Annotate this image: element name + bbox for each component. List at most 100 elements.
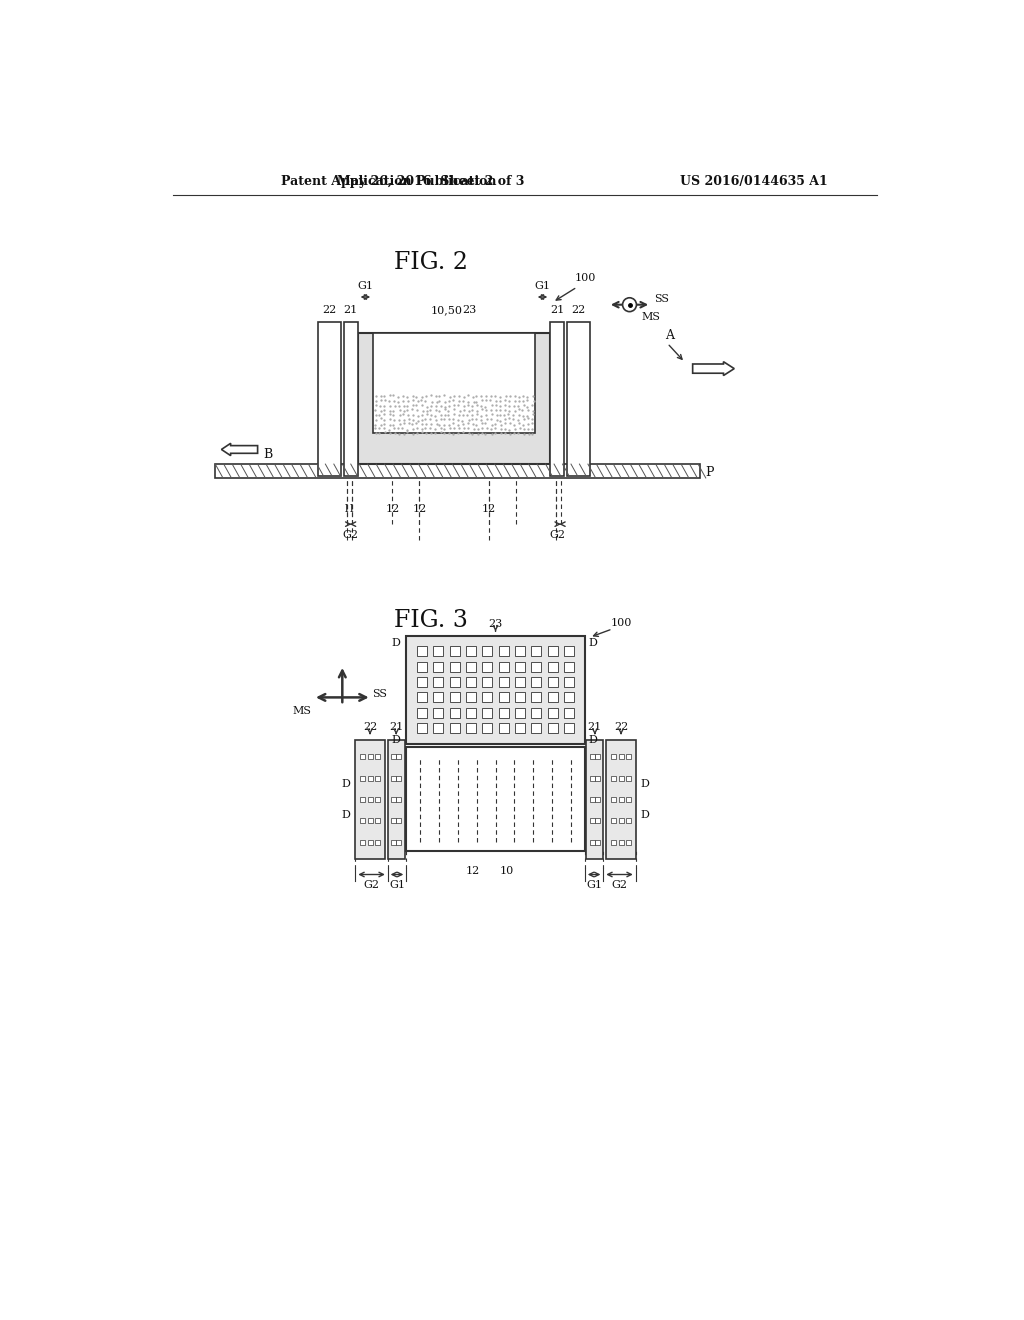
Text: G2: G2 bbox=[364, 879, 380, 890]
Text: B: B bbox=[263, 449, 272, 462]
Bar bbox=[373, 333, 535, 433]
Text: 22: 22 bbox=[323, 305, 336, 315]
Text: G1: G1 bbox=[535, 281, 551, 292]
Bar bbox=[391, 818, 396, 824]
Bar bbox=[548, 661, 558, 672]
Bar bbox=[618, 840, 624, 845]
Bar bbox=[482, 708, 493, 718]
Bar bbox=[564, 661, 574, 672]
Bar bbox=[368, 797, 373, 803]
Bar bbox=[548, 708, 558, 718]
Text: 21: 21 bbox=[389, 722, 403, 733]
Bar bbox=[515, 708, 525, 718]
Text: D: D bbox=[640, 810, 649, 820]
Bar bbox=[375, 818, 380, 824]
Bar bbox=[564, 723, 574, 733]
Bar bbox=[590, 754, 595, 759]
Text: G2: G2 bbox=[611, 879, 628, 890]
Bar bbox=[355, 739, 385, 859]
Bar bbox=[344, 322, 357, 475]
Bar bbox=[595, 797, 600, 803]
Text: D: D bbox=[640, 779, 649, 789]
Text: 21: 21 bbox=[550, 305, 564, 315]
Bar bbox=[611, 754, 616, 759]
Bar bbox=[466, 677, 476, 686]
Bar bbox=[499, 693, 509, 702]
Bar bbox=[618, 797, 624, 803]
Bar bbox=[531, 693, 542, 702]
Bar bbox=[433, 677, 443, 686]
Bar bbox=[548, 723, 558, 733]
Bar bbox=[611, 840, 616, 845]
Bar bbox=[499, 661, 509, 672]
Bar bbox=[396, 840, 401, 845]
Bar bbox=[595, 776, 600, 780]
Bar bbox=[531, 647, 542, 656]
Bar bbox=[396, 797, 401, 803]
Bar bbox=[611, 818, 616, 824]
Bar bbox=[391, 776, 396, 780]
Bar bbox=[606, 739, 636, 859]
Bar bbox=[515, 661, 525, 672]
Bar bbox=[626, 840, 631, 845]
Bar bbox=[450, 693, 460, 702]
Bar bbox=[618, 776, 624, 780]
Bar bbox=[564, 647, 574, 656]
Bar bbox=[590, 818, 595, 824]
Bar bbox=[587, 739, 603, 859]
FancyArrow shape bbox=[692, 362, 734, 376]
Circle shape bbox=[623, 298, 637, 312]
Text: D: D bbox=[588, 735, 597, 744]
Text: 12: 12 bbox=[413, 504, 426, 513]
Text: 22: 22 bbox=[614, 722, 628, 733]
Bar bbox=[595, 840, 600, 845]
Bar bbox=[466, 708, 476, 718]
Text: 21: 21 bbox=[344, 305, 358, 315]
Bar bbox=[466, 647, 476, 656]
Bar bbox=[391, 840, 396, 845]
Text: D: D bbox=[342, 810, 350, 820]
Bar bbox=[515, 677, 525, 686]
Text: Patent Application Publication: Patent Application Publication bbox=[281, 176, 497, 187]
Bar bbox=[515, 693, 525, 702]
Bar bbox=[450, 661, 460, 672]
Bar bbox=[360, 797, 366, 803]
Text: 12: 12 bbox=[465, 866, 479, 875]
Bar bbox=[433, 647, 443, 656]
Bar bbox=[626, 776, 631, 780]
Text: 23: 23 bbox=[488, 619, 503, 630]
Bar bbox=[360, 776, 366, 780]
Bar bbox=[482, 661, 493, 672]
Bar bbox=[595, 754, 600, 759]
Bar bbox=[564, 693, 574, 702]
Bar bbox=[360, 754, 366, 759]
Text: 22: 22 bbox=[362, 722, 377, 733]
Bar bbox=[317, 322, 341, 475]
Text: G1: G1 bbox=[586, 879, 602, 890]
Bar bbox=[531, 677, 542, 686]
Text: D: D bbox=[392, 639, 400, 648]
Text: SS: SS bbox=[654, 293, 670, 304]
Text: 100: 100 bbox=[574, 273, 596, 282]
Bar bbox=[368, 754, 373, 759]
Text: US 2016/0144635 A1: US 2016/0144635 A1 bbox=[680, 176, 828, 187]
Bar bbox=[375, 840, 380, 845]
Bar bbox=[433, 661, 443, 672]
Bar bbox=[626, 818, 631, 824]
Bar bbox=[482, 693, 493, 702]
Bar bbox=[433, 723, 443, 733]
Bar bbox=[515, 647, 525, 656]
Bar bbox=[433, 693, 443, 702]
Bar bbox=[375, 754, 380, 759]
Bar bbox=[499, 647, 509, 656]
Text: 10,50: 10,50 bbox=[430, 305, 462, 315]
Bar bbox=[595, 818, 600, 824]
Text: MS: MS bbox=[642, 312, 660, 322]
Bar bbox=[626, 754, 631, 759]
Bar bbox=[396, 818, 401, 824]
Bar bbox=[396, 754, 401, 759]
Bar bbox=[618, 818, 624, 824]
Bar bbox=[466, 661, 476, 672]
Text: G1: G1 bbox=[357, 281, 374, 292]
Bar bbox=[417, 708, 427, 718]
